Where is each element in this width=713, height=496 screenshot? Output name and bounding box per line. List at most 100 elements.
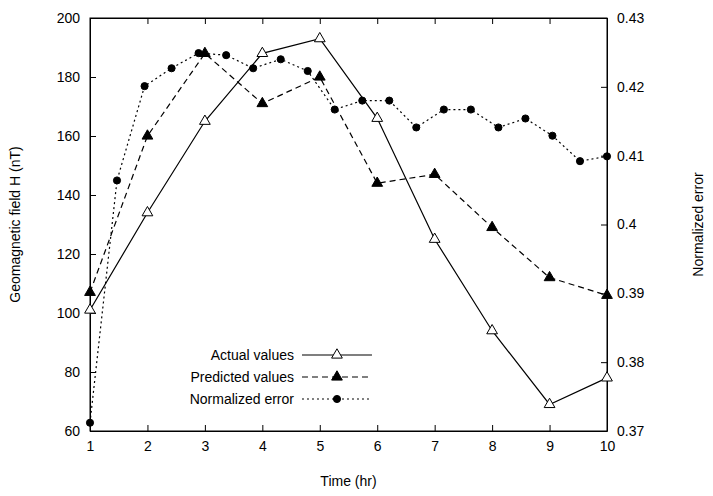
tick-mark bbox=[205, 425, 206, 431]
axis-line bbox=[607, 19, 608, 432]
tick-mark bbox=[90, 136, 96, 137]
tick: 0.38 bbox=[601, 354, 644, 370]
marker bbox=[142, 206, 153, 215]
marker bbox=[257, 97, 268, 106]
tick-label: 0.42 bbox=[617, 79, 644, 95]
tick: 0.43 bbox=[601, 10, 644, 26]
legend-marker bbox=[333, 395, 340, 402]
tick bbox=[550, 18, 551, 24]
marker bbox=[200, 115, 211, 124]
marker bbox=[113, 177, 120, 184]
tick-label: 0.41 bbox=[617, 148, 644, 164]
tick-mark bbox=[601, 225, 607, 226]
legend-entry: Normalized error bbox=[190, 391, 372, 407]
tick-label: 5 bbox=[316, 438, 324, 454]
tick-mark bbox=[601, 431, 607, 432]
tick: 3 bbox=[201, 425, 209, 454]
x-axis-title: Time (hr) bbox=[320, 473, 376, 489]
tick-label: 140 bbox=[57, 187, 81, 203]
tick: 0.41 bbox=[601, 148, 644, 164]
legend-marker bbox=[332, 349, 343, 358]
marker bbox=[277, 56, 284, 63]
tick-label: 2 bbox=[144, 438, 152, 454]
tick: 8 bbox=[489, 425, 497, 454]
tick-label: 120 bbox=[57, 246, 81, 262]
tick: 0.39 bbox=[601, 285, 644, 301]
tick-mark bbox=[550, 425, 551, 431]
tick-label: 1 bbox=[87, 438, 95, 454]
marker bbox=[359, 97, 366, 104]
tick: 140 bbox=[57, 187, 96, 203]
marker bbox=[487, 221, 498, 230]
tick-mark bbox=[90, 77, 96, 78]
tick-label: 0.43 bbox=[617, 10, 644, 26]
marker bbox=[86, 419, 93, 426]
tick-label: 0.4 bbox=[617, 216, 637, 232]
tick: 0.37 bbox=[601, 423, 644, 439]
tick-label: 10 bbox=[600, 438, 616, 454]
tick-mark bbox=[90, 431, 96, 432]
tick-mark bbox=[435, 18, 436, 24]
tick: 120 bbox=[57, 246, 96, 262]
plot: 1234567891060801001201401601802000.370.3… bbox=[57, 10, 645, 454]
tick-mark bbox=[262, 18, 263, 24]
marker bbox=[85, 286, 96, 295]
tick: 7 bbox=[431, 425, 439, 454]
tick-mark bbox=[262, 425, 263, 431]
marker bbox=[250, 65, 257, 72]
marks bbox=[85, 32, 613, 426]
tick: 200 bbox=[57, 10, 96, 26]
marker bbox=[257, 47, 268, 56]
marker bbox=[331, 106, 338, 113]
tick-mark bbox=[90, 254, 96, 255]
marker bbox=[141, 83, 148, 90]
marker bbox=[602, 289, 613, 298]
chart: 1234567891060801001201401601802000.370.3… bbox=[0, 0, 713, 496]
marker bbox=[314, 32, 325, 41]
tick-mark bbox=[550, 18, 551, 24]
y-axis-title: Geomagnetic field H (nT) bbox=[7, 146, 23, 302]
tick: 80 bbox=[64, 364, 96, 380]
tick-mark bbox=[601, 362, 607, 363]
marker bbox=[195, 50, 202, 57]
axis-line bbox=[91, 431, 608, 432]
axis-line bbox=[90, 19, 91, 432]
marker bbox=[304, 67, 311, 74]
marker bbox=[372, 177, 383, 186]
tick-mark bbox=[205, 18, 206, 24]
tick-mark bbox=[492, 18, 493, 24]
series-line bbox=[90, 53, 607, 423]
y2-axis-title: Normalized error bbox=[690, 172, 706, 277]
tick-label: 6 bbox=[374, 438, 382, 454]
marker bbox=[544, 398, 555, 407]
tick-mark bbox=[147, 18, 148, 24]
series-line bbox=[90, 39, 607, 405]
legend-marker bbox=[332, 371, 343, 380]
axis-line bbox=[91, 18, 608, 19]
tick-label: 100 bbox=[57, 305, 81, 321]
tick bbox=[377, 18, 378, 24]
tick bbox=[262, 18, 263, 24]
tick-mark bbox=[492, 425, 493, 431]
tick-label: 60 bbox=[64, 423, 80, 439]
tick-label: 0.39 bbox=[617, 285, 644, 301]
tick-mark bbox=[377, 18, 378, 24]
tick-label: 0.37 bbox=[617, 423, 644, 439]
tick-label: 3 bbox=[201, 438, 209, 454]
marker bbox=[495, 124, 502, 131]
tick-label: 4 bbox=[259, 438, 267, 454]
tick-mark bbox=[320, 18, 321, 24]
tick: 2 bbox=[144, 425, 152, 454]
tick-label: 0.38 bbox=[617, 354, 644, 370]
tick bbox=[147, 18, 148, 24]
tick-label: 7 bbox=[431, 438, 439, 454]
legend-entry: Predicted values bbox=[190, 369, 372, 385]
marker bbox=[168, 65, 175, 72]
tick: 6 bbox=[374, 425, 382, 454]
tick bbox=[435, 18, 436, 24]
tick bbox=[492, 18, 493, 24]
marker bbox=[603, 153, 610, 160]
marker bbox=[314, 71, 325, 80]
legend-entry: Actual values bbox=[211, 347, 372, 363]
marker bbox=[142, 130, 153, 139]
